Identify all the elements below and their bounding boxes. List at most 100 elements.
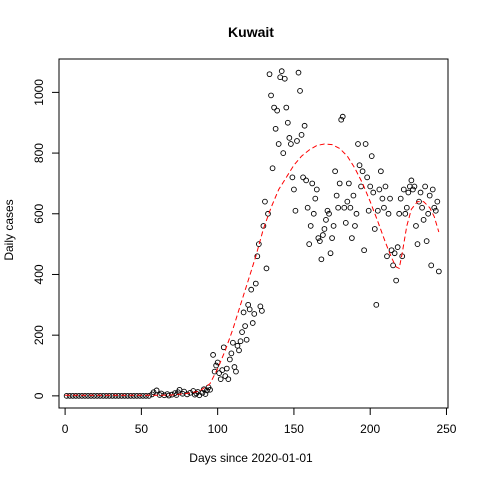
data-point [289, 174, 296, 181]
data-point [359, 168, 366, 175]
data-point [307, 223, 314, 229]
data-point [323, 216, 329, 223]
data-point [391, 250, 398, 257]
data-point [385, 210, 392, 217]
y-tick-label: 800 [32, 143, 46, 163]
data-point [349, 235, 355, 241]
data-point [315, 235, 322, 241]
data-point [335, 204, 342, 211]
data-point [371, 226, 378, 232]
y-axis-label: Daily cases [2, 199, 16, 260]
data-point [85, 393, 91, 399]
data-point [91, 393, 97, 399]
data-point [236, 347, 242, 354]
data-point [378, 168, 384, 175]
data-point [317, 238, 323, 244]
data-point [336, 180, 343, 187]
data-point [312, 195, 319, 202]
data-point [165, 392, 172, 399]
data-point [382, 183, 389, 190]
data-point [402, 210, 409, 217]
data-point [239, 329, 245, 335]
data-point [429, 186, 436, 193]
data-point [376, 186, 383, 193]
data-point [432, 207, 439, 214]
data-point [278, 68, 285, 74]
data-point [367, 183, 374, 190]
data-point [272, 125, 279, 132]
data-point [63, 393, 70, 399]
chart-title: Kuwait [228, 24, 274, 40]
data-point [230, 339, 236, 346]
data-point [301, 122, 308, 129]
data-point [202, 391, 209, 397]
data-point [210, 352, 216, 358]
data-point [243, 336, 250, 343]
data-point [303, 177, 309, 184]
data-point [124, 393, 131, 399]
data-point [394, 244, 401, 251]
data-point [274, 107, 280, 114]
x-axis-label: Days since 2020-01-01 [189, 451, 313, 465]
data-point [353, 210, 360, 217]
data-point [373, 301, 380, 308]
plot-frame [58, 58, 449, 409]
data-point [246, 306, 253, 313]
scatter-points [63, 68, 442, 399]
data-point [79, 393, 85, 399]
data-point [69, 393, 76, 399]
data-point [291, 186, 297, 193]
data-point [324, 207, 331, 214]
data-point [88, 393, 94, 399]
data-point [420, 216, 427, 223]
data-point [262, 198, 268, 205]
y-tick-label: 200 [32, 325, 46, 345]
data-point [365, 207, 372, 214]
x-tick-label: 50 [135, 422, 149, 436]
data-point [384, 253, 390, 260]
data-point [94, 393, 100, 399]
data-point [140, 393, 146, 399]
data-point [344, 198, 351, 205]
data-point [434, 198, 441, 205]
data-point [350, 192, 357, 199]
data-point [417, 189, 424, 196]
data-point [426, 192, 433, 199]
data-point [326, 210, 332, 217]
data-point [410, 186, 416, 193]
x-tick-label: 100 [208, 422, 228, 436]
data-point [345, 180, 352, 187]
data-point [283, 104, 290, 111]
data-point [368, 153, 375, 159]
data-point [263, 265, 270, 272]
data-point [158, 390, 165, 397]
data-point [213, 362, 219, 369]
data-point [374, 207, 381, 214]
data-point [280, 150, 287, 156]
data-point [184, 391, 190, 398]
data-point [284, 119, 291, 126]
data-point [228, 350, 235, 357]
data-point [251, 311, 258, 317]
data-point [342, 220, 349, 226]
data-point [109, 393, 116, 399]
data-point [222, 373, 229, 379]
data-point [100, 393, 107, 399]
data-point [332, 168, 338, 175]
y-tick-label: 1000 [32, 79, 46, 106]
y-tick-label: 600 [32, 203, 46, 223]
data-point [400, 186, 407, 193]
data-point [121, 393, 128, 399]
data-point [393, 277, 399, 284]
data-point [97, 393, 104, 399]
data-point [381, 204, 387, 211]
data-point [153, 387, 160, 394]
data-point [405, 189, 412, 196]
data-point [370, 189, 377, 196]
data-point [106, 393, 113, 399]
data-point [66, 393, 73, 399]
data-point [300, 174, 306, 181]
data-point [294, 138, 300, 144]
data-point [255, 241, 262, 247]
data-point [249, 320, 256, 326]
